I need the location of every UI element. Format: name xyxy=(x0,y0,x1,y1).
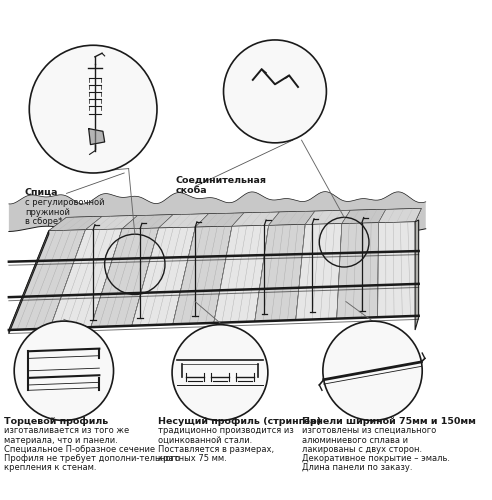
Text: традиционно производится из: традиционно производится из xyxy=(158,426,294,435)
Text: Спица: Спица xyxy=(25,188,59,197)
Text: изготовлены из специального: изготовлены из специального xyxy=(302,426,436,435)
Polygon shape xyxy=(9,222,419,330)
Text: крепления к стенам.: крепления к стенам. xyxy=(4,464,97,472)
Polygon shape xyxy=(86,216,137,230)
Polygon shape xyxy=(415,220,419,330)
Text: Панели шириной 75мм и 150мм: Панели шириной 75мм и 150мм xyxy=(302,417,475,426)
Polygon shape xyxy=(89,128,105,144)
Text: в сборе*: в сборе* xyxy=(25,218,62,226)
Text: пружиной: пружиной xyxy=(25,208,70,216)
Text: материала, что и панели.: материала, что и панели. xyxy=(4,436,118,444)
Polygon shape xyxy=(132,227,195,326)
Polygon shape xyxy=(9,230,49,334)
Polygon shape xyxy=(255,224,305,322)
Text: Профиля не требует дополни-тельного: Профиля не требует дополни-тельного xyxy=(4,454,181,463)
Text: кратных 75 мм.: кратных 75 мм. xyxy=(158,454,227,463)
Text: Поставляется в размерах,: Поставляется в размерах, xyxy=(158,445,274,454)
Polygon shape xyxy=(173,226,232,324)
Text: Специальное П-образное сечение: Специальное П-образное сечение xyxy=(4,445,155,454)
Text: Декоративное покрытие – эмаль.: Декоративное покрытие – эмаль. xyxy=(302,454,450,463)
Text: Соединительная: Соединительная xyxy=(176,176,267,184)
Circle shape xyxy=(323,321,422,420)
Polygon shape xyxy=(337,222,378,318)
Polygon shape xyxy=(269,211,315,226)
Text: лакированы с двух сторон.: лакированы с двух сторон. xyxy=(302,445,422,454)
Text: Несущий профиль (стрингер): Несущий профиль (стрингер) xyxy=(158,417,321,426)
Polygon shape xyxy=(50,229,122,328)
Polygon shape xyxy=(91,228,159,327)
Polygon shape xyxy=(378,208,421,222)
Polygon shape xyxy=(9,230,86,330)
Polygon shape xyxy=(342,210,386,224)
Text: с регулировочной: с регулировочной xyxy=(25,198,104,207)
Circle shape xyxy=(14,321,114,420)
Circle shape xyxy=(29,46,157,173)
Text: скоба: скоба xyxy=(176,186,207,196)
Polygon shape xyxy=(9,192,426,232)
Polygon shape xyxy=(195,213,244,227)
Polygon shape xyxy=(296,224,342,320)
Polygon shape xyxy=(49,208,421,231)
Polygon shape xyxy=(214,226,269,323)
Circle shape xyxy=(223,40,326,143)
Polygon shape xyxy=(305,210,350,224)
Polygon shape xyxy=(378,222,419,317)
Polygon shape xyxy=(122,214,173,229)
Polygon shape xyxy=(49,216,102,230)
Polygon shape xyxy=(232,212,279,226)
Text: изготавливается из того же: изготавливается из того же xyxy=(4,426,130,435)
Text: алюминиевого сплава и: алюминиевого сплава и xyxy=(302,436,407,444)
Circle shape xyxy=(172,324,268,420)
Polygon shape xyxy=(159,214,209,228)
Text: оцинкованной стали.: оцинкованной стали. xyxy=(158,436,252,444)
Text: Торцевой профиль: Торцевой профиль xyxy=(4,417,109,426)
Text: Длина панели по заказу.: Длина панели по заказу. xyxy=(302,464,412,472)
